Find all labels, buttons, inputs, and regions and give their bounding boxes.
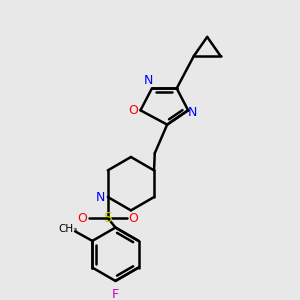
- Text: O: O: [128, 104, 138, 117]
- Text: O: O: [129, 212, 139, 224]
- Text: O: O: [77, 212, 87, 224]
- Text: S: S: [103, 211, 112, 225]
- Text: N: N: [95, 190, 105, 203]
- Text: N: N: [187, 106, 196, 119]
- Text: F: F: [112, 288, 119, 300]
- Text: CH₃: CH₃: [58, 224, 77, 235]
- Text: N: N: [143, 74, 153, 87]
